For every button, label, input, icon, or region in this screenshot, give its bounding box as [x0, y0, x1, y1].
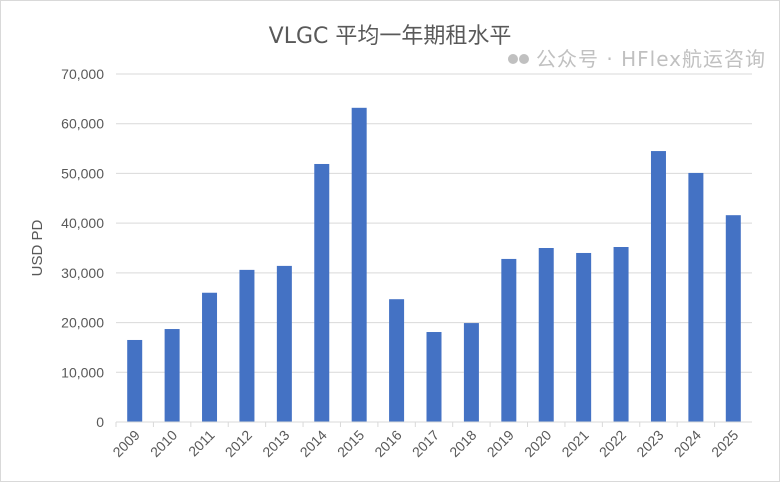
y-tick-label: 70,000	[61, 66, 104, 82]
chart-title: VLGC 平均一年期租水平	[268, 24, 512, 49]
bar-2011	[202, 292, 218, 422]
x-tick-label: 2025	[708, 427, 741, 460]
x-tick-label: 2009	[109, 427, 142, 460]
bar-2022	[613, 247, 629, 422]
x-tick-label: 2017	[409, 427, 442, 460]
bar-2014	[314, 163, 330, 423]
bar-2009	[127, 339, 143, 422]
x-tick-label: 2019	[484, 427, 517, 460]
x-tick-label: 2018	[446, 427, 479, 460]
y-axis-label: USD PD	[29, 220, 46, 277]
bar-2018	[463, 323, 479, 422]
x-tick-label: 2023	[633, 427, 666, 460]
x-tick-label: 2024	[671, 427, 704, 460]
bar-2023	[650, 151, 666, 423]
bar-2010	[164, 329, 180, 422]
watermark-text: 公众号 · HFlex航运咨询	[536, 47, 766, 71]
x-tick-label: 2022	[596, 427, 629, 460]
bar-2019	[501, 258, 517, 422]
bar-2020	[538, 248, 554, 422]
x-tick-label: 2020	[521, 427, 554, 460]
wechat-icon	[508, 52, 530, 66]
x-tick-label: 2015	[334, 427, 367, 460]
bar-2012	[239, 269, 255, 422]
y-tick-label: 0	[96, 414, 104, 430]
bar-2017	[426, 332, 442, 422]
bar-2021	[576, 252, 592, 422]
bar-2013	[276, 265, 292, 422]
x-tick-label: 2012	[222, 427, 255, 460]
x-tick-label: 2013	[259, 427, 292, 460]
bar-2024	[688, 172, 704, 422]
y-tick-label: 20,000	[61, 315, 104, 331]
y-tick-label: 60,000	[61, 116, 104, 132]
bar-2025	[725, 215, 741, 422]
bar-2015	[351, 107, 367, 422]
y-tick-label: 30,000	[61, 265, 104, 281]
x-tick-label: 2014	[297, 427, 330, 460]
x-tick-label: 2016	[371, 427, 404, 460]
x-tick-label: 2021	[558, 427, 591, 460]
y-tick-label: 10,000	[61, 364, 104, 380]
x-tick-label: 2011	[185, 427, 218, 460]
bar-2016	[389, 299, 405, 422]
watermark: 公众号 · HFlex航运咨询	[508, 47, 766, 71]
y-tick-label: 50,000	[61, 165, 104, 181]
x-tick-label: 2010	[147, 427, 180, 460]
y-tick-label: 40,000	[61, 215, 104, 231]
